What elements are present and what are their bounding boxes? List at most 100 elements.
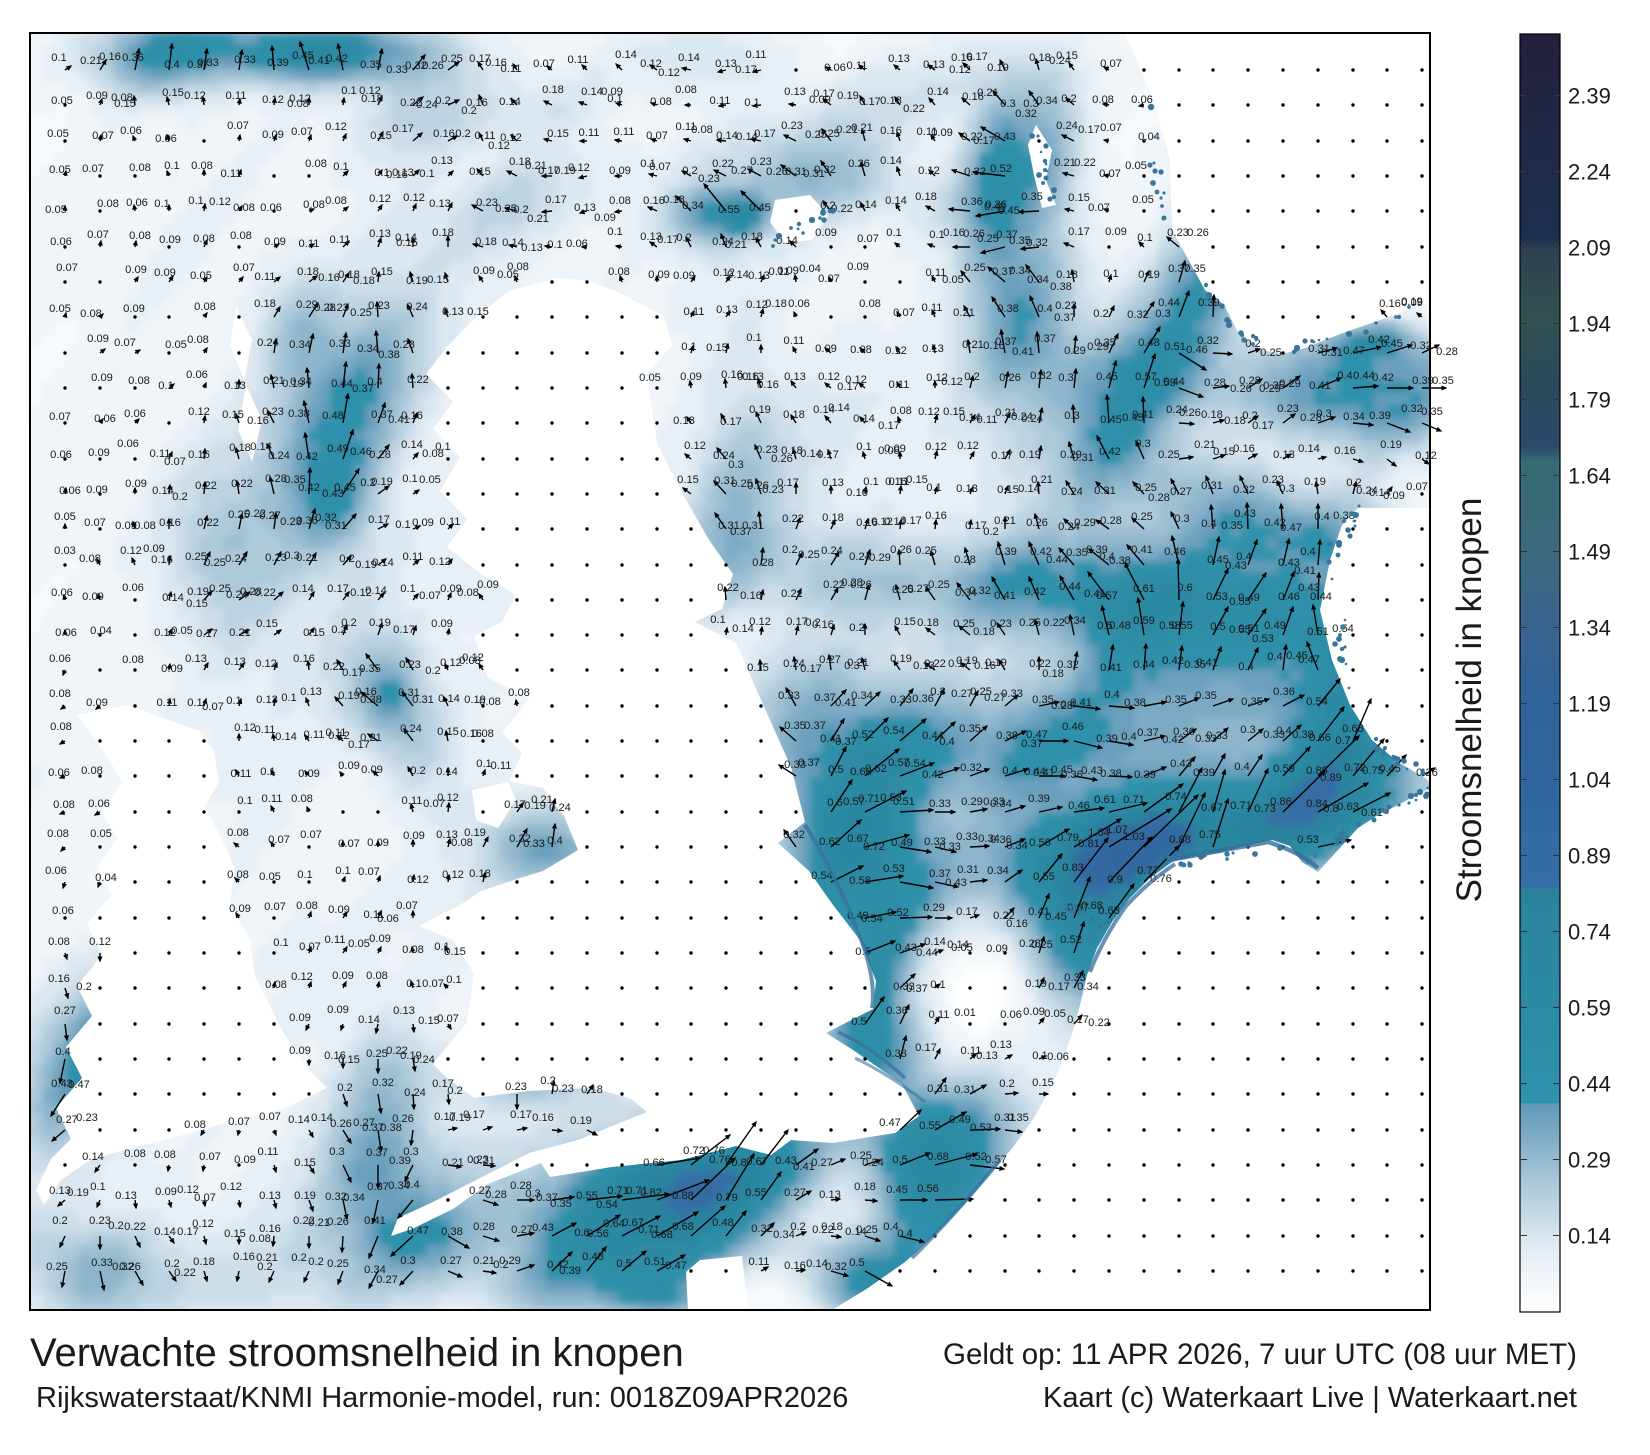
svg-text:0.09: 0.09 [847, 261, 869, 273]
svg-text:0.19: 0.19 [369, 617, 391, 629]
svg-text:0.05: 0.05 [1044, 1008, 1066, 1020]
svg-text:0.85: 0.85 [1306, 765, 1328, 777]
svg-text:0.1: 0.1 [281, 692, 297, 704]
svg-text:0.25: 0.25 [1131, 511, 1153, 523]
svg-text:0.23: 0.23 [990, 618, 1012, 630]
svg-text:0.64: 0.64 [603, 1218, 625, 1230]
svg-text:0.24: 0.24 [257, 337, 279, 349]
svg-text:0.21: 0.21 [525, 160, 547, 172]
svg-text:0.17: 0.17 [504, 799, 526, 811]
svg-text:0.23: 0.23 [750, 156, 772, 168]
svg-text:0.47: 0.47 [68, 1079, 90, 1091]
svg-text:0.22: 0.22 [993, 910, 1015, 922]
svg-text:0.14: 0.14 [716, 130, 738, 142]
svg-text:0.57: 0.57 [1096, 590, 1118, 602]
svg-text:0.3: 0.3 [930, 686, 946, 698]
svg-text:0.67: 0.67 [746, 1156, 768, 1168]
svg-text:0.24: 0.24 [413, 1054, 435, 1066]
svg-text:0.11: 0.11 [889, 476, 910, 488]
svg-text:0.2: 0.2 [1346, 477, 1362, 489]
svg-text:0.09: 0.09 [161, 663, 183, 675]
svg-text:0.76: 0.76 [709, 1154, 731, 1166]
svg-text:0.42: 0.42 [547, 1259, 569, 1271]
svg-text:0.25: 0.25 [970, 686, 992, 698]
svg-text:0.08: 0.08 [457, 587, 479, 599]
svg-text:0.25: 0.25 [327, 1258, 349, 1270]
svg-text:0.31: 0.31 [742, 520, 764, 532]
svg-text:0.09: 0.09 [332, 970, 354, 982]
svg-text:0.37: 0.37 [1034, 333, 1056, 345]
svg-text:0.36: 0.36 [990, 834, 1012, 846]
svg-text:0.14: 0.14 [502, 237, 524, 249]
svg-text:0.25: 0.25 [209, 583, 231, 595]
svg-text:0.37: 0.37 [929, 868, 951, 880]
svg-text:0.1: 0.1 [374, 167, 390, 179]
svg-text:0.1: 0.1 [446, 974, 462, 986]
svg-text:0.21: 0.21 [229, 627, 251, 639]
svg-text:0.37: 0.37 [906, 983, 928, 995]
svg-text:0.55: 0.55 [718, 204, 740, 216]
svg-text:0.13: 0.13 [436, 829, 458, 841]
svg-text:0.54: 0.54 [861, 913, 883, 925]
svg-text:0.08: 0.08 [230, 230, 252, 242]
svg-text:0.44: 0.44 [1133, 659, 1155, 671]
svg-text:0.46: 0.46 [1068, 800, 1090, 812]
svg-text:0.23: 0.23 [280, 516, 302, 528]
svg-text:1.04: 1.04 [1088, 827, 1110, 839]
svg-text:0.22: 0.22 [254, 587, 276, 599]
svg-text:0.11: 0.11 [491, 760, 512, 772]
svg-text:0.17: 0.17 [368, 514, 390, 526]
svg-text:0.14: 0.14 [845, 1226, 867, 1238]
svg-text:0.33: 0.33 [386, 64, 408, 76]
svg-text:0.17: 0.17 [720, 416, 742, 428]
svg-text:0.26: 0.26 [392, 1113, 414, 1125]
svg-text:0.14: 0.14 [924, 936, 946, 948]
svg-text:0.23: 0.23 [698, 173, 720, 185]
svg-text:0.06: 0.06 [377, 913, 399, 925]
svg-text:0.17: 0.17 [837, 381, 859, 393]
svg-text:0.4: 0.4 [367, 376, 383, 388]
svg-text:0.33: 0.33 [1195, 733, 1217, 745]
svg-text:0.07: 0.07 [358, 866, 380, 878]
svg-text:0.09: 0.09 [809, 94, 831, 106]
svg-text:0.4: 0.4 [897, 1228, 913, 1240]
svg-text:0.41: 0.41 [994, 590, 1016, 602]
svg-text:0.25: 0.25 [185, 551, 207, 563]
svg-text:0.17: 0.17 [900, 515, 922, 527]
svg-text:0.12: 0.12 [209, 196, 231, 208]
svg-text:0.06: 0.06 [1047, 1051, 1069, 1063]
svg-text:0.28: 0.28 [240, 586, 262, 598]
svg-text:0.58: 0.58 [1159, 620, 1181, 632]
svg-text:0.45: 0.45 [334, 482, 356, 494]
svg-text:0.13: 0.13 [259, 1190, 281, 1202]
svg-text:0.33: 0.33 [234, 54, 256, 66]
svg-text:0.07: 0.07 [194, 1192, 216, 1204]
svg-text:0.35: 0.35 [1165, 694, 1187, 706]
svg-text:0.1: 0.1 [187, 697, 203, 709]
svg-text:1.34: 1.34 [1568, 616, 1611, 641]
svg-text:0.49: 0.49 [891, 837, 913, 849]
svg-text:0.11: 0.11 [258, 1146, 279, 1158]
svg-text:0.22: 0.22 [717, 582, 739, 594]
svg-text:0.16: 0.16 [460, 728, 482, 740]
svg-text:0.39: 0.39 [1134, 769, 1156, 781]
svg-text:0.08: 0.08 [233, 202, 255, 214]
svg-text:0.06: 0.06 [51, 587, 73, 599]
svg-text:0.08: 0.08 [850, 344, 872, 356]
svg-text:0.24: 0.24 [713, 450, 735, 462]
svg-text:0.11: 0.11 [221, 168, 242, 180]
svg-text:0.22: 0.22 [1029, 658, 1051, 670]
svg-text:0.38: 0.38 [1050, 281, 1072, 293]
svg-text:0.07: 0.07 [818, 273, 840, 285]
svg-text:0.07: 0.07 [87, 229, 109, 241]
svg-text:0.15: 0.15 [370, 130, 392, 142]
svg-text:0.32: 0.32 [112, 1261, 134, 1273]
svg-text:0.34: 0.34 [1009, 265, 1031, 277]
svg-text:0.22: 0.22 [1074, 157, 1096, 169]
svg-text:0.3: 0.3 [1135, 438, 1151, 450]
svg-text:0.26: 0.26 [1026, 517, 1048, 529]
svg-text:0.1: 0.1 [158, 380, 174, 392]
svg-text:0.25: 0.25 [964, 262, 986, 274]
svg-text:0.1: 0.1 [930, 979, 946, 991]
svg-text:0.37: 0.37 [730, 526, 752, 538]
